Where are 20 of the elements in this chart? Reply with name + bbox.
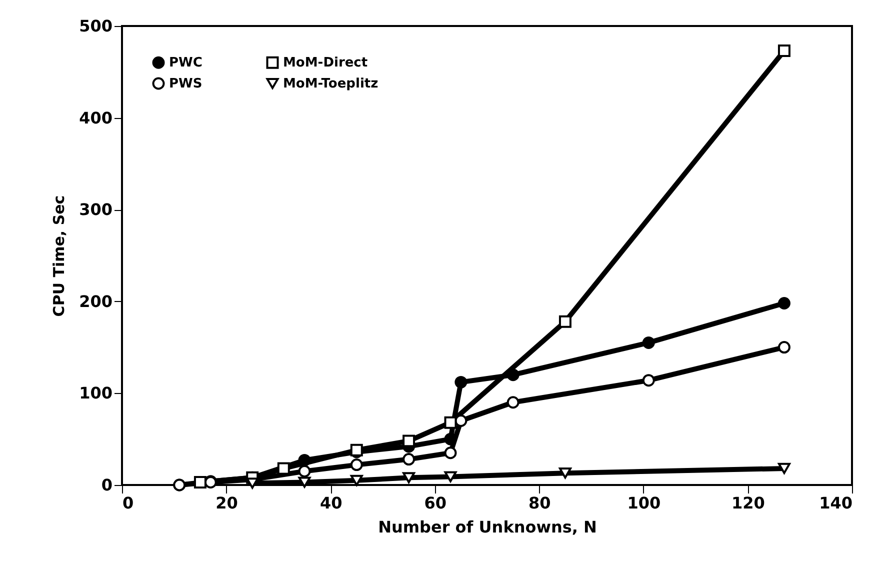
legend-label: MoM-Direct <box>283 56 368 71</box>
y-tick-label: 100 <box>79 384 112 403</box>
y-tick-label: 400 <box>79 108 112 128</box>
y-tick-label: 0 <box>101 476 112 494</box>
y-axis-title: CPU Time, Sec <box>50 195 68 317</box>
x-tick-label: 140 <box>819 494 852 512</box>
x-tick-label: 0 <box>122 494 134 512</box>
x-tick-label: 100 <box>627 494 661 512</box>
legend-label: MoM-Toeplitz <box>283 76 378 92</box>
x-tick-label: 20 <box>216 494 238 512</box>
legend-label: PWC <box>169 56 202 71</box>
y-tick-label: 300 <box>79 200 112 220</box>
x-tick-label: 40 <box>320 494 342 512</box>
legend-label: PWS <box>169 76 202 92</box>
y-tick-label: 200 <box>79 292 112 311</box>
x-tick-label: 60 <box>424 494 446 512</box>
x-tick-label: 120 <box>732 494 765 512</box>
y-tick-label: 500 <box>79 16 112 36</box>
x-axis-title: Number of Unknowns, N <box>378 518 597 536</box>
x-tick-label: 80 <box>528 494 551 512</box>
